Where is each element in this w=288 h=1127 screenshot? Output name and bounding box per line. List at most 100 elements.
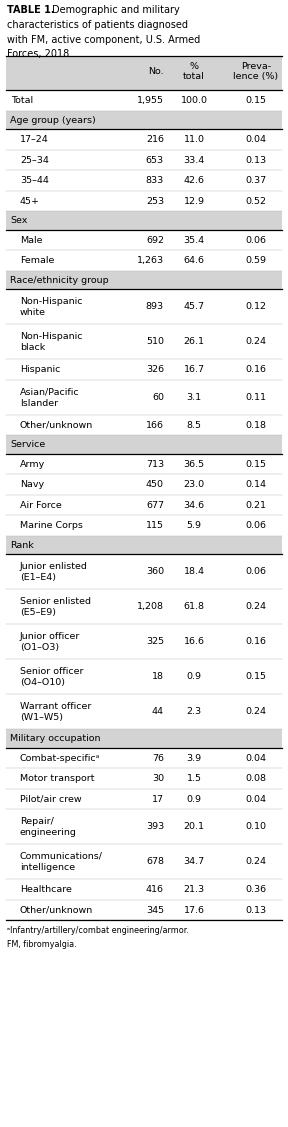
Text: Race/ethnicity group: Race/ethnicity group bbox=[10, 276, 109, 285]
Text: Preva-
lence (%): Preva- lence (%) bbox=[234, 62, 278, 81]
Text: 3.9: 3.9 bbox=[186, 754, 202, 763]
Bar bbox=[6, 250, 282, 270]
Text: 16.6: 16.6 bbox=[183, 638, 204, 647]
Text: 692: 692 bbox=[146, 236, 164, 245]
Text: %
total: % total bbox=[183, 62, 205, 81]
Text: (E5–E9): (E5–E9) bbox=[20, 609, 56, 618]
Bar bbox=[6, 659, 282, 694]
Text: TABLE 1.: TABLE 1. bbox=[7, 5, 55, 15]
Text: Healthcare: Healthcare bbox=[20, 885, 72, 894]
Text: Navy: Navy bbox=[20, 480, 44, 489]
Text: Marine Corps: Marine Corps bbox=[20, 521, 83, 530]
Text: 34.7: 34.7 bbox=[183, 858, 204, 867]
Bar bbox=[6, 694, 282, 729]
Bar bbox=[6, 454, 282, 474]
Bar bbox=[6, 435, 282, 454]
Text: 0.06: 0.06 bbox=[245, 567, 266, 576]
Text: 26.1: 26.1 bbox=[183, 337, 204, 346]
Text: 0.15: 0.15 bbox=[245, 460, 266, 469]
Text: (E1–E4): (E1–E4) bbox=[20, 574, 56, 583]
Text: 42.6: 42.6 bbox=[183, 176, 204, 185]
Text: 17–24: 17–24 bbox=[20, 135, 49, 144]
Text: Other/unknown: Other/unknown bbox=[20, 420, 93, 429]
Text: 450: 450 bbox=[146, 480, 164, 489]
Text: Rank: Rank bbox=[10, 541, 34, 550]
Text: 60: 60 bbox=[152, 393, 164, 402]
Text: 653: 653 bbox=[146, 156, 164, 165]
Text: Motor transport: Motor transport bbox=[20, 774, 94, 783]
Text: (O1–O3): (O1–O3) bbox=[20, 644, 59, 653]
Bar bbox=[6, 729, 282, 748]
Bar bbox=[6, 536, 282, 554]
Text: 216: 216 bbox=[146, 135, 164, 144]
Text: 0.36: 0.36 bbox=[245, 885, 267, 894]
Text: 0.04: 0.04 bbox=[245, 795, 266, 804]
Text: 678: 678 bbox=[146, 858, 164, 867]
Bar bbox=[6, 899, 282, 921]
Text: Female: Female bbox=[20, 256, 54, 265]
Bar bbox=[6, 325, 282, 360]
Text: 35.4: 35.4 bbox=[183, 236, 204, 245]
Bar bbox=[6, 495, 282, 515]
Text: 1,263: 1,263 bbox=[137, 256, 164, 265]
Text: 0.37: 0.37 bbox=[245, 176, 267, 185]
Text: 45.7: 45.7 bbox=[183, 302, 204, 311]
Text: engineering: engineering bbox=[20, 828, 77, 837]
Text: 360: 360 bbox=[146, 567, 164, 576]
Text: 0.16: 0.16 bbox=[245, 365, 266, 374]
Bar bbox=[6, 415, 282, 435]
Text: Junior officer: Junior officer bbox=[20, 631, 80, 640]
Text: 393: 393 bbox=[146, 823, 164, 832]
Bar bbox=[6, 230, 282, 250]
Text: Senior officer: Senior officer bbox=[20, 667, 84, 676]
Text: 326: 326 bbox=[146, 365, 164, 374]
Text: 45+: 45+ bbox=[20, 196, 40, 205]
Text: 1,208: 1,208 bbox=[137, 603, 164, 612]
Text: 115: 115 bbox=[146, 521, 164, 530]
Text: FM, fibromyalgia.: FM, fibromyalgia. bbox=[7, 940, 77, 949]
Bar bbox=[6, 130, 282, 150]
Text: Repair/: Repair/ bbox=[20, 817, 54, 826]
Bar bbox=[6, 789, 282, 809]
Bar bbox=[6, 150, 282, 170]
Text: 345: 345 bbox=[146, 906, 164, 915]
Text: Non-Hispanic: Non-Hispanic bbox=[20, 296, 82, 305]
Text: 34.6: 34.6 bbox=[183, 500, 204, 509]
Bar bbox=[6, 56, 282, 90]
Text: 0.9: 0.9 bbox=[187, 795, 202, 804]
Text: Military occupation: Military occupation bbox=[10, 734, 101, 743]
Text: 100.0: 100.0 bbox=[181, 96, 207, 105]
Text: 0.18: 0.18 bbox=[245, 420, 266, 429]
Bar bbox=[6, 474, 282, 495]
Bar bbox=[6, 110, 282, 130]
Text: 18.4: 18.4 bbox=[183, 567, 204, 576]
Text: 0.10: 0.10 bbox=[245, 823, 266, 832]
Text: 16.7: 16.7 bbox=[183, 365, 204, 374]
Bar bbox=[6, 190, 282, 212]
Text: Sex: Sex bbox=[10, 216, 27, 225]
Text: 23.0: 23.0 bbox=[183, 480, 204, 489]
Text: 0.12: 0.12 bbox=[245, 302, 266, 311]
Bar bbox=[6, 589, 282, 624]
Bar bbox=[6, 90, 282, 110]
Text: 3.1: 3.1 bbox=[186, 393, 202, 402]
Text: 25–34: 25–34 bbox=[20, 156, 49, 165]
Text: 0.24: 0.24 bbox=[245, 337, 266, 346]
Text: Asian/Pacific: Asian/Pacific bbox=[20, 388, 79, 397]
Text: 713: 713 bbox=[146, 460, 164, 469]
Bar bbox=[6, 515, 282, 536]
Bar bbox=[6, 748, 282, 769]
Text: 0.15: 0.15 bbox=[245, 673, 266, 682]
Text: 1,955: 1,955 bbox=[137, 96, 164, 105]
Text: 17: 17 bbox=[152, 795, 164, 804]
Text: 8.5: 8.5 bbox=[187, 420, 202, 429]
Text: Male: Male bbox=[20, 236, 43, 245]
Text: Army: Army bbox=[20, 460, 45, 469]
Text: 0.9: 0.9 bbox=[187, 673, 202, 682]
Text: 253: 253 bbox=[146, 196, 164, 205]
Text: 76: 76 bbox=[152, 754, 164, 763]
Text: 0.16: 0.16 bbox=[245, 638, 266, 647]
Text: 18: 18 bbox=[152, 673, 164, 682]
Text: 0.04: 0.04 bbox=[245, 135, 266, 144]
Text: Total: Total bbox=[11, 96, 33, 105]
